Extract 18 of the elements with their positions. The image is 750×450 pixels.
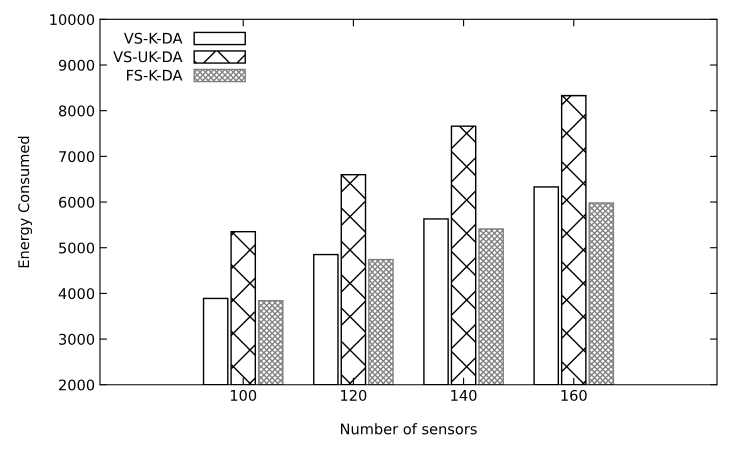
x-axis-title: Number of sensors	[341, 423, 477, 434]
legend-label: VS-K-DA	[124, 32, 182, 44]
x-tick-label: 140	[451, 390, 477, 401]
y-tick-label: 8000	[58, 105, 94, 116]
x-tick-label: 160	[561, 390, 587, 401]
x-tick-label: 120	[341, 390, 366, 401]
y-tick-label: 5000	[59, 242, 94, 254]
y-tick-label: 2000	[59, 379, 94, 390]
y-tick-label: 9000	[58, 60, 94, 71]
y-tick-label: 6000	[59, 196, 94, 208]
legend-label: VS-UK-DA	[113, 51, 182, 62]
y-tick-label: 4000	[58, 288, 94, 300]
y-tick-label: 7000	[59, 151, 94, 162]
legend-label: FS-K-DA	[127, 70, 182, 81]
x-tick-label: 100	[230, 390, 256, 401]
y-axis-title: Energy Consumed	[18, 136, 32, 268]
y-tick-label: 3000	[59, 334, 94, 345]
y-tick-label: 10000	[50, 14, 94, 26]
